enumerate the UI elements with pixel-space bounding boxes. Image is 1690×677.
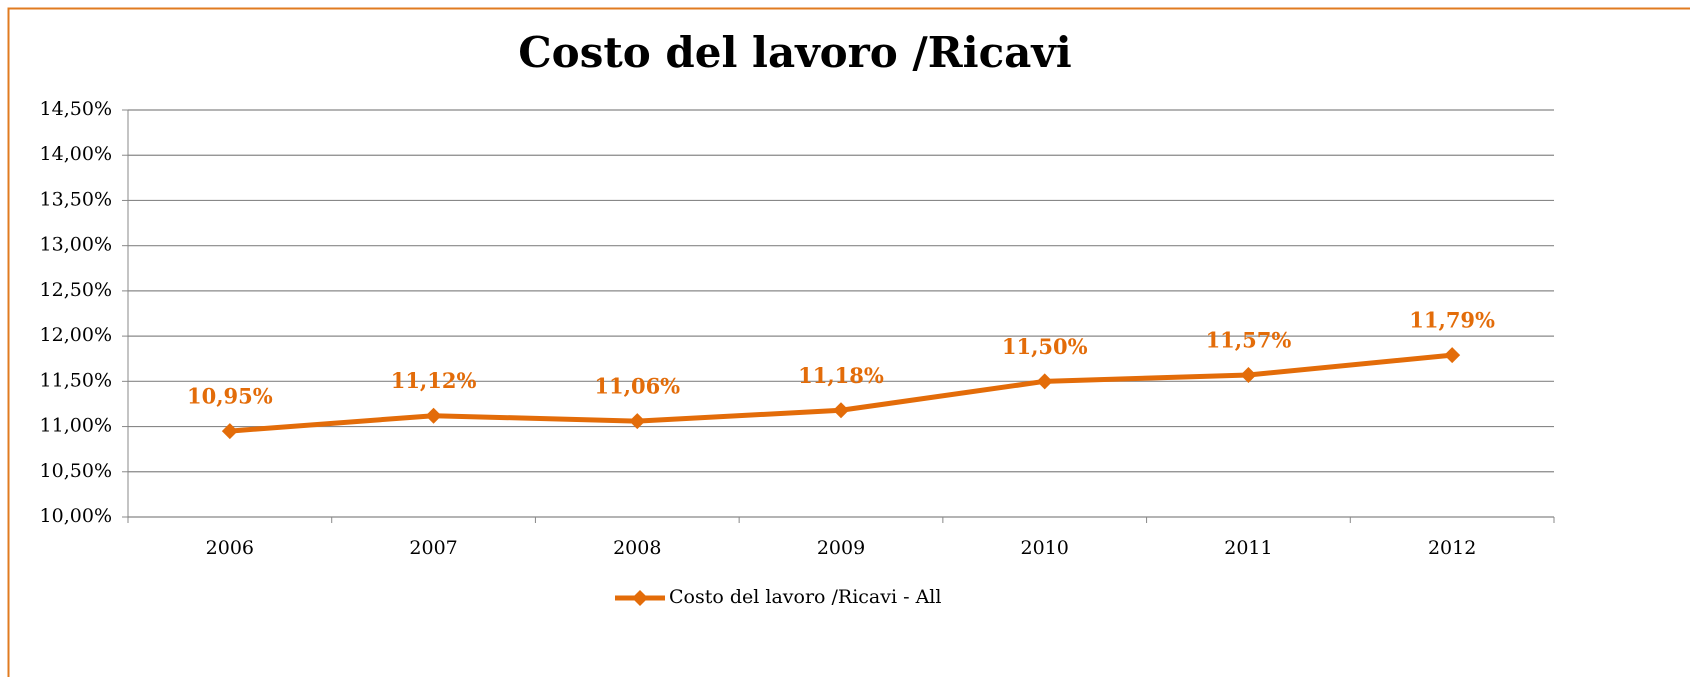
x-tick-label: 2012 [1428, 537, 1476, 559]
y-tick-label: 12,50% [40, 279, 112, 301]
y-tick-label: 14,00% [40, 143, 112, 165]
point-marker [1036, 373, 1053, 390]
y-tick-label: 10,00% [40, 505, 112, 527]
chart-border [7, 7, 1690, 677]
data-label: 11,50% [1002, 334, 1088, 359]
data-label: 11,18% [798, 363, 884, 388]
data-label: 10,95% [187, 384, 273, 409]
point-marker [629, 413, 646, 430]
legend-label: Costo del lavoro /Ricavi - All [669, 586, 941, 608]
chart-title: Costo del lavoro /Ricavi [518, 28, 1072, 77]
y-tick-label: 11,00% [40, 415, 112, 437]
point-marker [833, 402, 849, 419]
y-tick-label: 11,50% [40, 369, 112, 391]
data-label: 11,12% [391, 368, 477, 393]
y-tick-label: 14,50% [40, 98, 112, 120]
point-marker [425, 407, 442, 424]
point-marker [1444, 347, 1461, 364]
y-tick-label: 12,00% [40, 324, 112, 346]
y-tick-label: 10,50% [40, 460, 112, 482]
x-tick-label: 2008 [613, 537, 661, 559]
data-label: 11,57% [1206, 328, 1292, 353]
legend-marker [632, 590, 648, 606]
x-tick-label: 2007 [409, 537, 457, 559]
point-marker [1240, 367, 1257, 384]
point-marker [221, 423, 238, 440]
y-tick-label: 13,00% [40, 234, 112, 256]
x-tick-label: 2009 [817, 537, 865, 559]
x-tick-label: 2011 [1224, 537, 1272, 559]
x-tick-label: 2006 [206, 537, 254, 559]
data-label: 11,06% [594, 374, 680, 399]
x-tick-label: 2010 [1021, 537, 1069, 559]
y-tick-label: 13,50% [40, 188, 112, 210]
data-label: 11,79% [1409, 308, 1495, 333]
